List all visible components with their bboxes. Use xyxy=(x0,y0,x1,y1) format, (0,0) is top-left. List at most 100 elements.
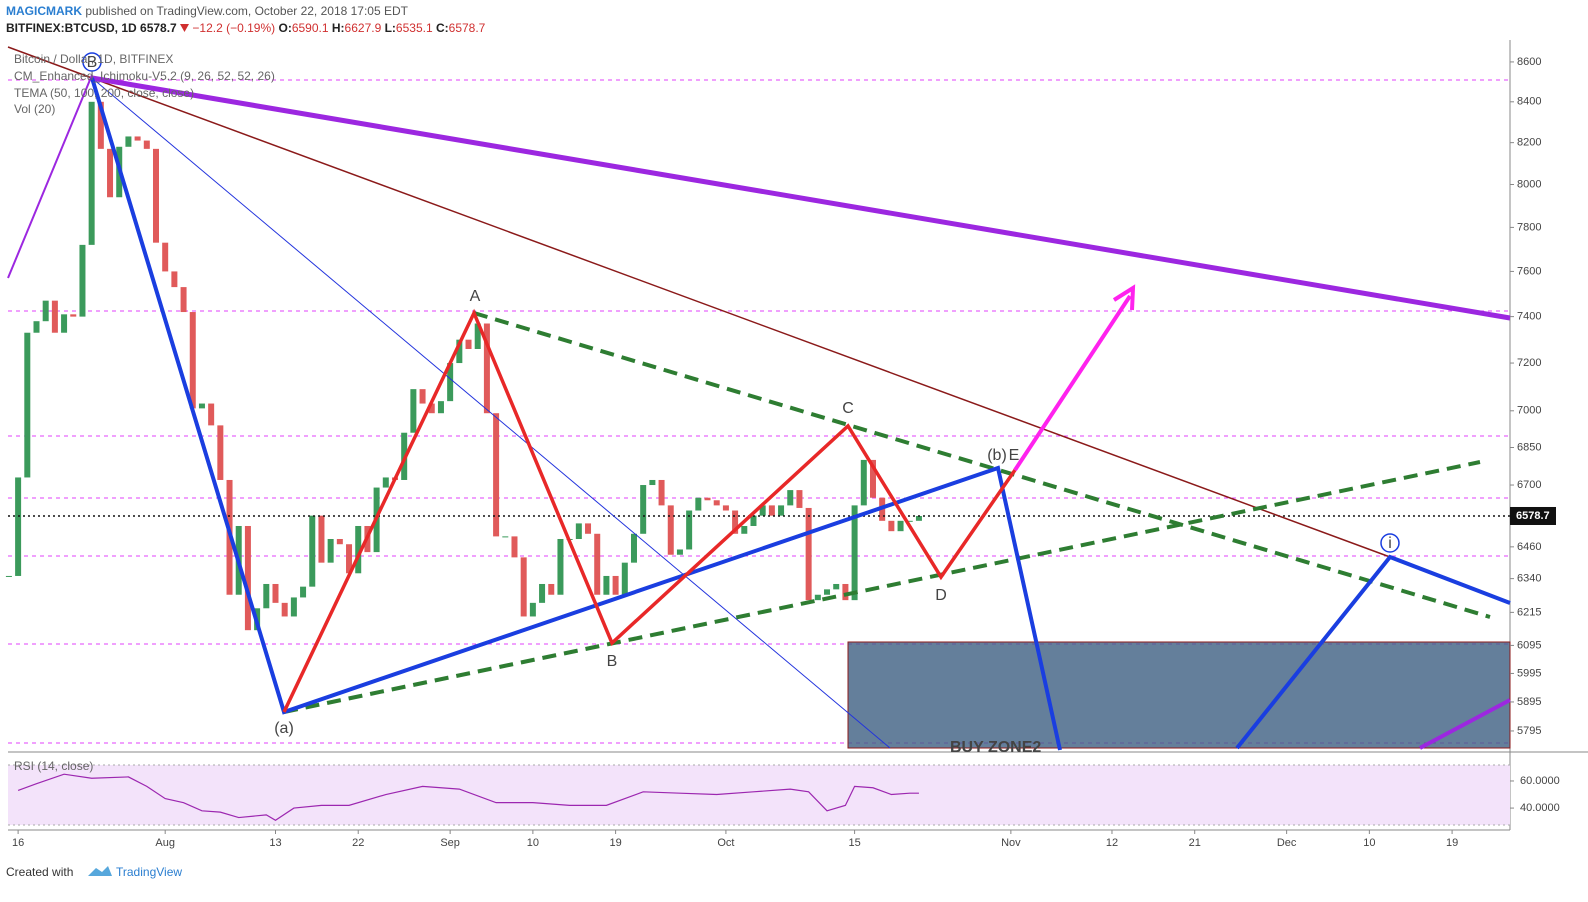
l-label: L: xyxy=(384,21,396,35)
pattern-label: E xyxy=(1009,447,1020,464)
rsi-line xyxy=(17,773,919,821)
candle xyxy=(309,515,316,587)
x-tick-label: Nov xyxy=(1001,837,1021,849)
candle xyxy=(346,544,353,574)
y-tick-label: 6340 xyxy=(1517,573,1541,585)
candle xyxy=(171,271,178,288)
candle xyxy=(796,490,803,508)
candle xyxy=(824,589,831,595)
candle xyxy=(162,242,169,272)
legend-item: TEMA (50, 100, 200, close, close) xyxy=(14,86,194,100)
y-tick-label: 8600 xyxy=(1517,56,1541,68)
candle xyxy=(502,536,509,538)
candle xyxy=(787,490,794,506)
candle xyxy=(520,557,527,617)
price-label: 6578.7 xyxy=(1516,510,1550,522)
y-tick-label: 6850 xyxy=(1517,441,1541,453)
candle xyxy=(732,510,739,534)
buy-zone xyxy=(847,641,1511,749)
candle xyxy=(134,136,141,141)
candle xyxy=(51,300,58,333)
candle xyxy=(860,459,867,506)
candle xyxy=(61,314,68,333)
x-tick-label: 21 xyxy=(1189,837,1201,849)
pattern-line xyxy=(282,308,1017,713)
y-tick-label: 8400 xyxy=(1517,96,1541,108)
candle xyxy=(465,339,472,349)
candle xyxy=(428,403,435,414)
candle xyxy=(649,479,656,486)
candle xyxy=(621,562,628,595)
candle xyxy=(529,602,536,617)
legend-item: RSI (14, close) xyxy=(14,759,93,773)
candle xyxy=(281,602,288,617)
candle xyxy=(447,363,454,402)
candle xyxy=(658,479,665,506)
candle xyxy=(355,525,362,574)
candle xyxy=(437,401,444,414)
y-tick-label: 6460 xyxy=(1517,541,1541,553)
c-label: C: xyxy=(435,21,449,35)
legend-item: CM_Enhanced_Ichimoku-V5.2 (9, 26, 52, 52… xyxy=(14,69,275,83)
y-tick-label: 6095 xyxy=(1517,639,1541,651)
candle xyxy=(778,505,785,516)
pattern-label: A xyxy=(470,288,481,305)
candle xyxy=(198,403,205,409)
x-tick-label: 22 xyxy=(352,837,364,849)
candle xyxy=(585,523,592,534)
x-tick-label: 19 xyxy=(1446,837,1458,849)
arrow xyxy=(1013,294,1132,472)
candle xyxy=(805,507,812,601)
candle xyxy=(493,413,500,537)
y-tick-label: 60.0000 xyxy=(1520,775,1560,787)
candle xyxy=(833,583,840,590)
x-tick-label: 10 xyxy=(527,837,539,849)
candle xyxy=(888,520,895,532)
logo xyxy=(88,866,112,876)
wave-label: B xyxy=(87,54,98,71)
candle xyxy=(768,505,775,516)
close: 6578.7 xyxy=(448,21,486,35)
wave-circle xyxy=(1380,533,1400,553)
candle xyxy=(290,597,297,617)
candle xyxy=(722,505,729,511)
candle xyxy=(318,515,325,563)
candle xyxy=(419,389,426,404)
wave-line xyxy=(1235,554,1511,750)
y-tick-label: 40.0000 xyxy=(1520,802,1560,814)
candle xyxy=(695,497,702,511)
pattern-label: D xyxy=(935,587,947,604)
arrow-head xyxy=(1112,284,1136,311)
price-box xyxy=(1510,506,1556,525)
y-tick-label: 8000 xyxy=(1517,178,1541,190)
candle xyxy=(208,403,215,426)
open: 6590.1 xyxy=(291,21,329,35)
low: 6535.1 xyxy=(395,21,433,35)
candle xyxy=(667,505,674,555)
candle xyxy=(511,536,518,558)
x-tick-label: Aug xyxy=(155,837,175,849)
trend-line xyxy=(91,75,1511,321)
rsi-band xyxy=(8,765,1510,825)
x-tick-label: 12 xyxy=(1106,837,1118,849)
candle xyxy=(272,583,279,603)
footer-text: Created with xyxy=(6,865,73,879)
candle xyxy=(88,101,95,245)
x-tick-label: 10 xyxy=(1363,837,1375,849)
down-icon xyxy=(180,24,190,32)
candle xyxy=(741,525,748,534)
zone-label: BUY ZONE2 xyxy=(950,739,1041,756)
y-tick-label: 7400 xyxy=(1517,311,1541,323)
y-tick-label: 7800 xyxy=(1517,221,1541,233)
pattern-label: B xyxy=(607,653,618,670)
candle xyxy=(630,533,637,563)
trend-line xyxy=(7,46,1391,558)
trend-line xyxy=(473,311,1491,619)
candle xyxy=(575,523,582,539)
candle xyxy=(750,515,757,526)
candle xyxy=(640,485,647,534)
y-tick-label: 7600 xyxy=(1517,265,1541,277)
candle xyxy=(107,148,114,198)
y-tick-label: 7200 xyxy=(1517,357,1541,369)
